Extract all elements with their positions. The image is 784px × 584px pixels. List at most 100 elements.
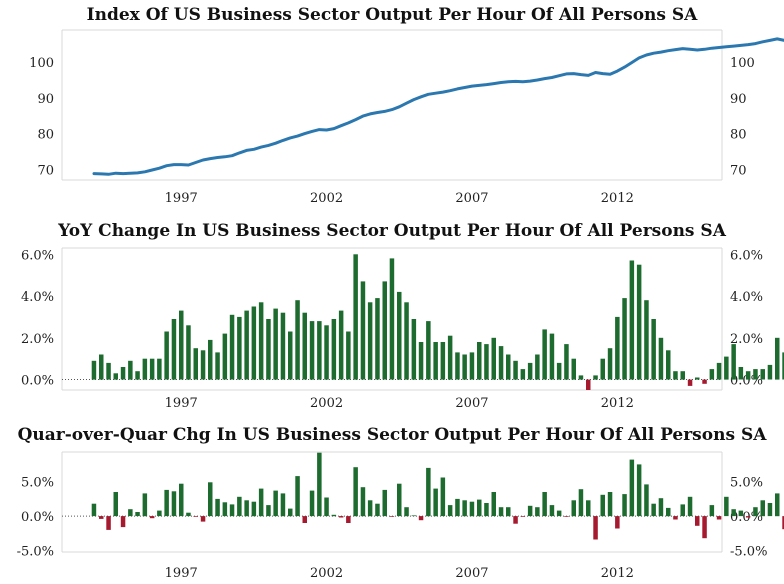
bar (636, 264, 642, 380)
bar (571, 500, 576, 517)
bar (106, 362, 111, 380)
bar (491, 337, 496, 380)
x-tick-label: 2007 (455, 191, 488, 205)
bar (258, 488, 264, 517)
bar (171, 319, 177, 380)
bar (593, 375, 598, 380)
x-tick-label: 1997 (165, 396, 198, 411)
bar (615, 316, 620, 380)
bar (753, 369, 758, 380)
bar (477, 342, 482, 380)
bar (767, 503, 773, 517)
bar (469, 352, 475, 380)
bar (91, 360, 97, 380)
bar (288, 508, 293, 517)
x-tick-label: 2007 (455, 566, 488, 581)
bar (673, 371, 678, 380)
bar (273, 490, 278, 517)
bar (309, 321, 315, 380)
bar (237, 316, 242, 380)
bar (607, 492, 613, 517)
bar (113, 373, 118, 380)
y-tick-label: 90 (730, 92, 747, 107)
bar (586, 500, 591, 517)
bar (222, 333, 228, 380)
bar (128, 509, 133, 517)
bar (498, 507, 504, 517)
bar (535, 354, 540, 380)
bar (455, 352, 460, 380)
bar (273, 308, 278, 380)
bar (91, 503, 97, 517)
bar (593, 516, 598, 540)
bar (186, 512, 191, 517)
bar (462, 354, 467, 380)
bar (280, 312, 286, 380)
y-tick-label: 80 (730, 128, 747, 143)
y-axis-left: 0.0% 2.0% 4.0% 6.0% (21, 248, 54, 388)
bar (556, 510, 562, 517)
bar (266, 319, 271, 380)
bar (724, 496, 729, 517)
bar (157, 358, 162, 380)
bar (106, 516, 111, 530)
x-axis: 1997 2002 2007 2012 (165, 191, 634, 205)
bar (295, 476, 300, 517)
y-tick-label: 70 (37, 163, 54, 178)
bar (389, 258, 395, 380)
plot-frame (61, 247, 723, 391)
x-tick-label: 2007 (455, 396, 488, 411)
bar (636, 464, 642, 517)
bar (724, 356, 729, 380)
bar (658, 337, 664, 380)
y-tick-label: 90 (37, 92, 54, 107)
bar (353, 254, 358, 380)
bar (469, 501, 475, 517)
bar (622, 298, 627, 380)
bar (702, 379, 707, 384)
bar (571, 358, 576, 380)
bar (128, 360, 133, 380)
series-marks (92, 37, 784, 176)
x-axis: 1997 2002 2007 2012 (165, 566, 634, 581)
bar (251, 306, 257, 380)
bar (367, 302, 373, 380)
series-marks (62, 254, 784, 390)
bar (673, 516, 678, 520)
bar (760, 500, 765, 517)
bar (622, 494, 627, 517)
bar (782, 516, 784, 530)
x-tick-label: 2012 (601, 566, 634, 581)
bar (324, 325, 329, 380)
bar (295, 300, 300, 380)
bar (542, 492, 547, 517)
bar (367, 500, 373, 517)
bar (520, 516, 526, 517)
bar (229, 314, 235, 380)
y-tick-label: -5.0% (730, 545, 767, 560)
bar (280, 493, 286, 517)
bar (99, 354, 104, 380)
bar (695, 377, 700, 380)
bar (113, 492, 118, 517)
bar (302, 516, 307, 523)
bar (397, 483, 402, 517)
bar (513, 360, 518, 380)
bar (360, 281, 366, 380)
bar (447, 335, 453, 380)
bar (644, 300, 649, 380)
bar (498, 346, 504, 380)
y-tick-label: 70 (730, 163, 747, 178)
bar (440, 477, 446, 517)
bar (520, 369, 526, 380)
bar (455, 498, 460, 517)
bar (193, 348, 198, 380)
bar (738, 367, 744, 380)
bar (346, 331, 351, 380)
bar (687, 379, 693, 386)
bar (389, 516, 395, 517)
bar (506, 354, 511, 380)
y-axis-right: 70 80 90 100 (730, 56, 755, 178)
bar (193, 516, 198, 517)
bar (215, 352, 220, 380)
